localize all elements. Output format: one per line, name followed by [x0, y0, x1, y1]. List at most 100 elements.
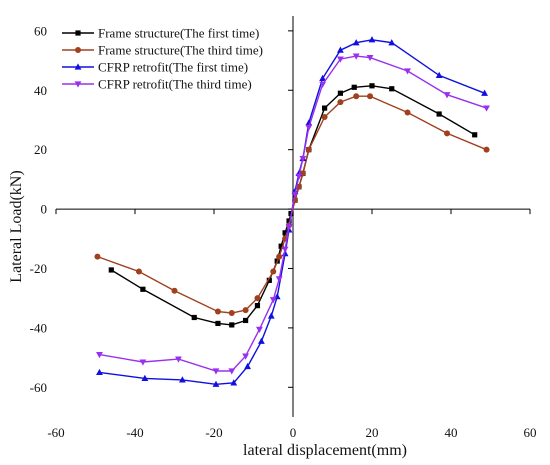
y-tick-label: 20: [34, 142, 47, 157]
y-tick-label: 40: [34, 83, 47, 98]
x-tick-label: 60: [524, 425, 537, 440]
data-point: [404, 68, 411, 75]
data-point: [94, 253, 101, 260]
data-point: [276, 253, 283, 260]
x-tick-label: 40: [445, 425, 458, 440]
data-point: [281, 246, 289, 253]
data-point: [254, 303, 261, 309]
data-point: [305, 124, 313, 131]
data-point: [351, 84, 357, 90]
data-point: [228, 310, 235, 317]
data-point: [321, 113, 328, 120]
y-tick-label: -60: [30, 380, 47, 395]
y-tick-label: 60: [34, 23, 47, 38]
data-point: [319, 81, 327, 88]
data-point: [267, 312, 275, 319]
data-point: [278, 243, 284, 249]
data-point: [140, 286, 146, 292]
data-point: [481, 89, 488, 96]
data-point: [215, 320, 221, 327]
legend-label: Frame structure(The third time): [98, 43, 263, 58]
data-point: [367, 93, 374, 100]
data-point: [258, 337, 265, 344]
data-point: [179, 376, 186, 383]
data-point: [254, 295, 261, 302]
y-tick-label: -40: [30, 320, 47, 335]
legend-label: Frame structure(The first time): [98, 26, 259, 41]
data-point: [229, 322, 235, 328]
series-1: [108, 83, 478, 328]
data-point: [242, 307, 249, 314]
data-point: [483, 105, 490, 112]
data-point: [269, 297, 277, 304]
data-point: [483, 146, 490, 153]
data-point: [266, 277, 272, 283]
legend: Frame structure(The first time) Frame str…: [62, 26, 263, 92]
data-point: [139, 359, 147, 366]
data-point: [108, 267, 114, 273]
data-point: [256, 326, 263, 333]
data-point: [243, 317, 249, 324]
data-point: [299, 155, 307, 163]
data-point: [388, 39, 396, 46]
legend-item-1: Frame structure(The first time): [62, 26, 259, 41]
data-point: [175, 356, 182, 363]
data-point: [353, 93, 360, 100]
data-point: [212, 368, 220, 375]
legend-label: CFRP retrofit(The first time): [98, 60, 248, 75]
data-point: [244, 362, 251, 370]
series-2: [94, 93, 490, 317]
series-line: [99, 55, 487, 372]
data-point: [404, 109, 411, 116]
series-line: [97, 95, 487, 314]
y-tick-label: 0: [41, 202, 48, 217]
data-point: [435, 71, 443, 79]
data-point: [228, 368, 236, 375]
data-point: [337, 46, 344, 53]
data-point: [352, 39, 360, 46]
data-point: [369, 83, 375, 89]
data-point: [141, 374, 149, 381]
data-point: [366, 54, 374, 62]
legend-item-3: CFRP retrofit(The first time): [62, 60, 248, 75]
data-point: [444, 130, 451, 137]
x-tick-label: 20: [366, 425, 379, 440]
data-point: [337, 90, 343, 96]
y-axis-title: Lateral Load(kN): [8, 170, 25, 282]
data-point: [319, 74, 327, 81]
y-tick-label: -20: [30, 261, 47, 276]
series-4: [96, 53, 490, 375]
x-tick-label: -20: [205, 425, 222, 440]
x-tick-label: 0: [290, 425, 297, 440]
axes: -60 -40 -20 0 20 40 60 -60 -40 -20 0 20 40 60: [30, 16, 537, 440]
x-tick-label: -40: [126, 425, 143, 440]
legend-swatch-marker: [74, 63, 82, 70]
data-point: [368, 36, 376, 43]
data-point: [212, 380, 220, 387]
data-point: [275, 276, 283, 283]
data-point: [305, 146, 312, 153]
data-point: [96, 368, 103, 376]
data-point: [214, 308, 221, 315]
data-point: [282, 230, 288, 236]
data-point: [436, 111, 442, 117]
data-point: [443, 92, 451, 99]
data-point: [191, 314, 197, 321]
data-point: [171, 287, 178, 294]
data-point: [285, 224, 293, 231]
legend-swatch-marker: [74, 81, 82, 88]
series-layer: [94, 36, 490, 387]
data-point: [337, 99, 344, 106]
data-point: [295, 173, 303, 180]
data-point: [96, 352, 103, 359]
data-point: [270, 268, 277, 275]
data-point: [322, 105, 328, 111]
data-point: [472, 132, 478, 138]
data-point: [230, 379, 238, 386]
data-point: [135, 268, 142, 275]
data-point: [291, 191, 299, 198]
legend-item-2: Frame structure(The third time): [62, 43, 263, 58]
legend-item-4: CFRP retrofit(The third time): [62, 77, 252, 92]
x-tick-label: -60: [47, 425, 64, 440]
